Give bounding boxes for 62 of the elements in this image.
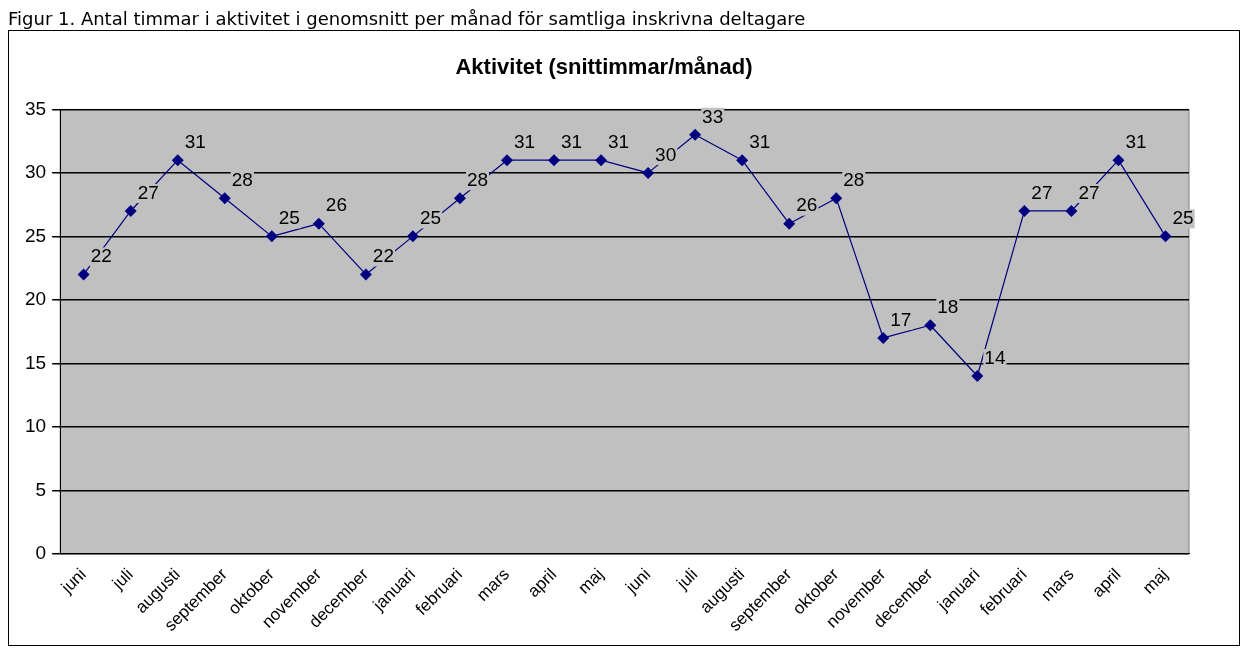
point — [77, 268, 90, 281]
point — [453, 192, 466, 205]
point — [265, 230, 278, 243]
data-label: 33 — [702, 105, 724, 127]
data-label: 31 — [608, 130, 630, 152]
point — [312, 217, 325, 230]
point — [124, 204, 137, 217]
point — [1159, 230, 1172, 243]
data-label: 31 — [1125, 130, 1147, 152]
point — [924, 319, 937, 332]
point — [406, 230, 419, 243]
y-tick-label: 20 — [24, 288, 47, 310]
data-label: 18 — [937, 295, 959, 317]
data-label: 31 — [513, 130, 536, 152]
x-tick-label: juli — [672, 564, 702, 594]
data-label: 26 — [325, 194, 347, 216]
point — [218, 192, 231, 205]
data-label: 22 — [90, 245, 112, 267]
point — [971, 370, 984, 383]
point — [783, 217, 796, 230]
data-label: 25 — [1172, 207, 1194, 229]
data-label: 22 — [372, 245, 395, 267]
text: Figur 1. Antal timmar i aktivitet i genomsnitt per månad för samtliga inskrivna deltagare — [8, 8, 807, 30]
y-tick-label: 10 — [24, 415, 47, 437]
x-tick-label: maj — [1138, 564, 1172, 598]
y-tick-label: 35 — [24, 97, 47, 119]
point — [1018, 204, 1031, 217]
point — [830, 192, 843, 205]
point — [171, 154, 184, 167]
y-tick-label: 25 — [24, 224, 47, 246]
data-label: 17 — [890, 308, 912, 330]
data-label: 31 — [561, 130, 583, 152]
point — [689, 128, 702, 141]
x-tick-label: juli — [107, 564, 137, 594]
y-tick-label: 15 — [24, 351, 47, 373]
point — [359, 268, 372, 281]
data-label: 25 — [278, 207, 300, 229]
y-tick-label: 5 — [35, 478, 47, 500]
data-label: 30 — [655, 143, 677, 165]
data-label: 25 — [419, 207, 442, 229]
x-tick-label: maj — [574, 564, 608, 598]
data-label: 27 — [1031, 181, 1053, 203]
y-tick-label: 30 — [24, 161, 47, 183]
point — [595, 154, 608, 167]
data-label: 27 — [1078, 181, 1100, 203]
point — [642, 166, 655, 179]
chart-title: Aktivitet (snittimmar/månad) — [455, 54, 753, 80]
data-label: 14 — [984, 346, 1006, 368]
data-label: 31 — [749, 130, 771, 152]
point — [548, 154, 561, 167]
point — [500, 154, 513, 167]
data-label: 27 — [137, 181, 159, 203]
data-label: 28 — [843, 169, 865, 191]
point — [1112, 154, 1125, 167]
data-label: 28 — [231, 169, 253, 191]
y-tick-label: 0 — [35, 542, 47, 564]
data-label: 31 — [184, 130, 206, 152]
data-label: 26 — [796, 194, 818, 216]
point — [1065, 204, 1078, 217]
point — [877, 331, 890, 344]
data-label: 28 — [466, 169, 489, 191]
point — [736, 154, 749, 167]
